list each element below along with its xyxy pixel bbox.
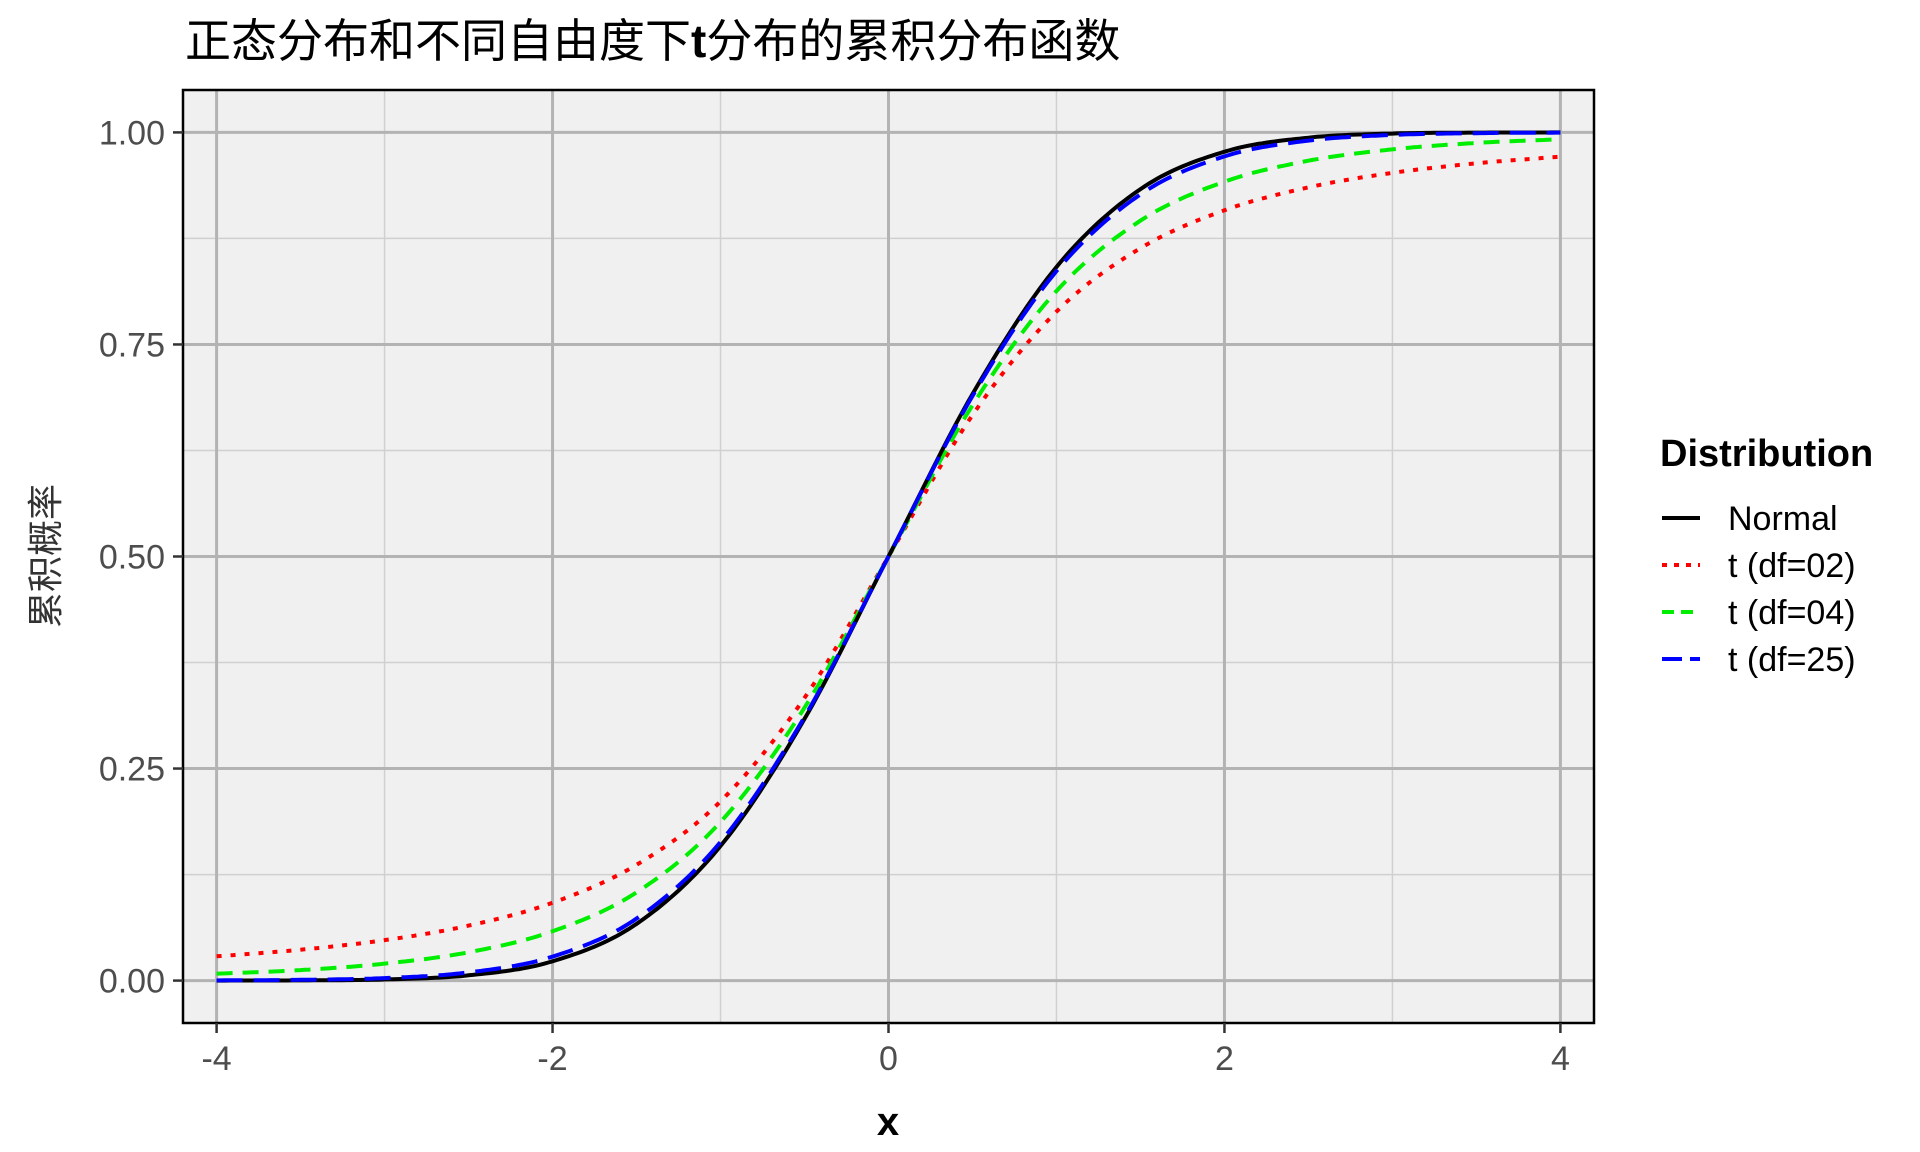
x-tick-label: -2 xyxy=(537,1040,567,1078)
x-tick-label: -4 xyxy=(201,1040,231,1078)
y-tick-label: 1.00 xyxy=(99,114,165,152)
y-tick-label: 0.50 xyxy=(99,539,165,577)
title-part-1: 正态分布和不同自由度下 xyxy=(185,14,691,68)
x-tick-label: 4 xyxy=(1551,1040,1570,1078)
legend-label-0: Normal xyxy=(1728,500,1838,538)
y-tick-label: 0.00 xyxy=(99,963,165,1001)
chart-title: 正态分布和不同自由度下t分布的累积分布函数 xyxy=(185,14,1120,68)
series-line-3 xyxy=(216,130,1561,983)
y-tick-label: 0.25 xyxy=(99,751,165,789)
series-lines xyxy=(216,130,1561,983)
title-part-3: 分布的累积分布函数 xyxy=(706,14,1120,68)
x-axis-label: x xyxy=(877,1100,899,1144)
y-axis: 0.00 0.25 0.50 0.75 1.00 xyxy=(99,114,183,1001)
y-axis-label: 累积概率 xyxy=(26,484,67,628)
x-tick-label: 2 xyxy=(1215,1040,1234,1078)
legend-label-3: t (df=25) xyxy=(1728,641,1856,679)
legend-title: Distribution xyxy=(1660,433,1873,475)
x-axis: -4 -2 0 2 4 xyxy=(201,1023,1570,1078)
legend-label-1: t (df=02) xyxy=(1728,547,1856,585)
legend: Distribution Normal t (df=02) t (df=04) t (… xyxy=(1660,433,1873,679)
x-tick-label: 0 xyxy=(879,1040,898,1078)
series-line-2 xyxy=(216,137,1561,976)
legend-label-2: t (df=04) xyxy=(1728,594,1856,632)
y-tick-label: 0.75 xyxy=(99,326,165,364)
series-line-1 xyxy=(216,154,1561,959)
title-part-2: t xyxy=(691,15,706,67)
